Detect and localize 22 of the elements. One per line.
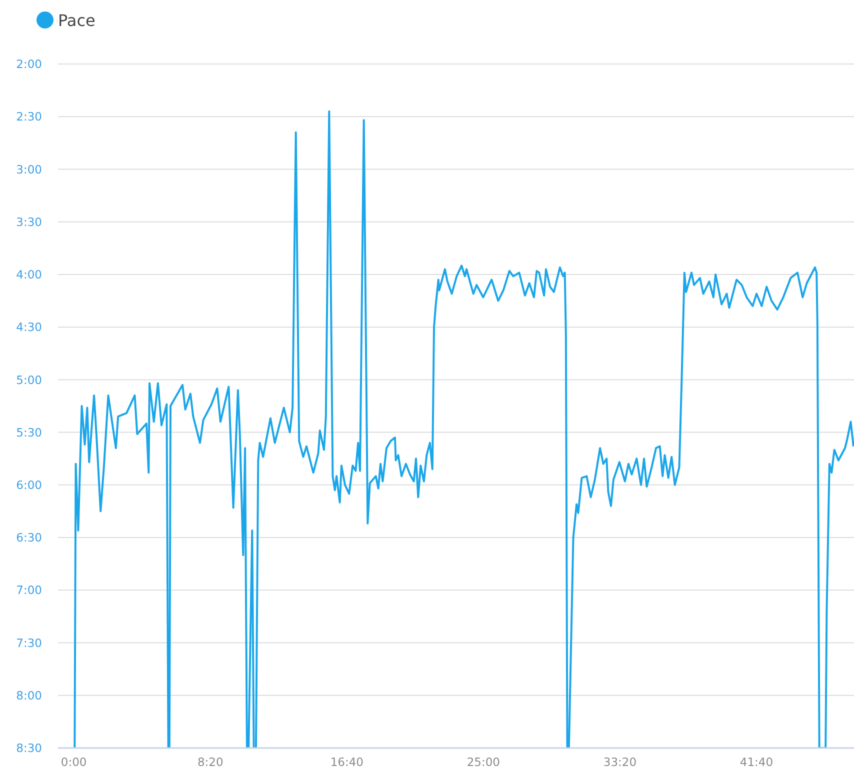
line-series [74,110,854,748]
x-tick-label: 8:20 [197,755,224,770]
y-tick-label: 4:30 [16,320,42,334]
y-tick-label: 4:00 [16,268,42,282]
y-tick-label: 7:30 [16,636,42,650]
y-tick-label: 6:00 [16,478,42,492]
x-tick-label: 16:40 [330,755,364,770]
legend-label: Pace [58,10,96,30]
y-tick-label: 8:00 [16,688,42,702]
y-tick-label: 2:30 [16,110,42,124]
y-tick-label: 5:00 [16,372,42,387]
y-tick-label: 7:00 [16,583,42,598]
y-tick-label: 6:30 [16,530,42,545]
x-tick-label: 33:20 [603,755,637,770]
y-tick-label: 3:30 [16,214,42,229]
y-tick-label: 5:30 [16,425,42,440]
x-tick-label: 25:00 [466,755,500,770]
x-tick-label: 41:40 [740,755,774,770]
y-tick-label: 3:00 [16,162,42,176]
x-tick-label: 0:00 [60,755,87,770]
y-tick-label: 2:00 [16,57,42,72]
y-tick-label: 8:30 [16,741,42,756]
